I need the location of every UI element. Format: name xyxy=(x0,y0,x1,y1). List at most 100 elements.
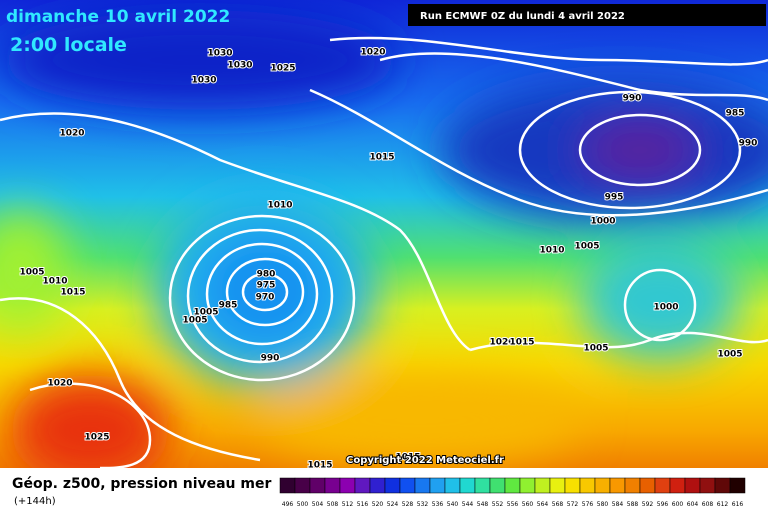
scale-label: 556 xyxy=(507,501,519,508)
isobar-label: 1000 xyxy=(590,217,615,227)
isobar-label: 1005 xyxy=(574,242,599,252)
scale-label: 496 xyxy=(282,501,294,508)
scale-swatch xyxy=(414,477,431,494)
scale-label: 588 xyxy=(627,501,639,508)
scale-label: 504 xyxy=(312,501,324,508)
isobar-label: 1010 xyxy=(267,201,292,211)
scale-swatch xyxy=(669,477,686,494)
isobar-label: 990 xyxy=(261,354,280,364)
time-label: 2:00 locale xyxy=(10,34,127,56)
isobar-labels: 1030103010301025102010201015101099098599… xyxy=(18,47,758,472)
scale-swatch xyxy=(459,477,476,494)
scale-swatch xyxy=(579,477,596,494)
scale-swatch xyxy=(489,477,506,494)
scale-swatch xyxy=(444,477,461,494)
isobar-label: 975 xyxy=(257,281,276,291)
isobars xyxy=(0,36,768,468)
scale-swatch xyxy=(624,477,641,494)
scale-swatch xyxy=(429,477,446,494)
scale-label: 568 xyxy=(552,501,564,508)
scale-label: 520 xyxy=(372,501,384,508)
isobar-label: 985 xyxy=(726,109,745,119)
scale-label: 516 xyxy=(357,501,369,508)
scale-label: 524 xyxy=(387,501,399,508)
isobar-label: 1000 xyxy=(653,303,678,313)
scale-label: 544 xyxy=(462,501,474,508)
scale-swatch xyxy=(699,477,716,494)
isobar-label: 1005 xyxy=(717,350,742,360)
scale-label: 616 xyxy=(732,501,744,508)
scale-swatch xyxy=(534,477,551,494)
isobar-label: 985 xyxy=(219,301,238,311)
scale-swatch xyxy=(324,477,341,494)
scale-label: 508 xyxy=(327,501,339,508)
scale-label: 576 xyxy=(582,501,594,508)
scale-label: 528 xyxy=(402,501,414,508)
scale-label: 596 xyxy=(657,501,669,508)
scale-swatch xyxy=(309,477,326,494)
scale-label: 500 xyxy=(297,501,309,508)
isobar-label: 1020 xyxy=(489,338,514,348)
scale-swatch xyxy=(504,477,521,494)
scale-swatch xyxy=(399,477,416,494)
scale-label: 580 xyxy=(597,501,609,508)
scale-swatch xyxy=(474,477,491,494)
scale-label: 540 xyxy=(447,501,459,508)
scale-swatch xyxy=(564,477,581,494)
isobar-label: 1020 xyxy=(47,379,72,389)
isobar-label: 1005 xyxy=(193,308,218,318)
isobar-label: 1015 xyxy=(60,288,85,298)
legend-title: Géop. z500, pression niveau mer xyxy=(12,476,271,492)
isobar-label: 1025 xyxy=(270,64,295,74)
isobar-label: 1005 xyxy=(19,268,44,278)
color-scale: 496 500 504 508 512 516 520 524 528 532 536 540 544 5… xyxy=(279,477,746,508)
scale-label: 592 xyxy=(642,501,654,508)
date-label: dimanche 10 avril 2022 xyxy=(6,7,230,27)
scale-swatch xyxy=(639,477,656,494)
scale-swatch xyxy=(279,477,296,494)
run-box xyxy=(408,4,766,26)
isobar-label: 980 xyxy=(257,270,276,280)
isobar-label: 1005 xyxy=(182,316,207,326)
scale-swatch xyxy=(384,477,401,494)
isobar-label: 1015 xyxy=(307,461,332,471)
scale-swatch xyxy=(294,477,311,494)
scale-swatch xyxy=(339,477,356,494)
isobar-label: 970 xyxy=(256,293,275,303)
scale-label: 512 xyxy=(342,501,354,508)
scale-label: 584 xyxy=(612,501,624,508)
isobar-label: 990 xyxy=(739,139,758,149)
isobar-label: 1030 xyxy=(191,76,216,86)
scale-swatch xyxy=(369,477,386,494)
isobar-label: 1020 xyxy=(59,129,84,139)
copyright: Copyright 2022 Meteociel.fr xyxy=(346,455,504,466)
scale-swatch xyxy=(714,477,731,494)
scale-label: 548 xyxy=(477,501,489,508)
scale-swatch xyxy=(354,477,371,494)
isobar-label: 1015 xyxy=(395,453,420,463)
scale-swatch xyxy=(519,477,536,494)
run-label: Run ECMWF 0Z du lundi 4 avril 2022 xyxy=(420,11,625,22)
map-field xyxy=(0,0,768,468)
scale-swatch xyxy=(549,477,566,494)
isobar-label: 1025 xyxy=(84,433,109,443)
scale-swatch xyxy=(729,477,746,494)
scale-label: 612 xyxy=(717,501,729,508)
isobar-label: 1015 xyxy=(369,153,394,163)
scale-label: 532 xyxy=(417,501,429,508)
isobar-label: 1030 xyxy=(227,61,252,71)
scale-label: 572 xyxy=(567,501,579,508)
isobar-label: 1010 xyxy=(42,277,67,287)
isobar-label: 995 xyxy=(605,193,624,203)
scale-swatch xyxy=(594,477,611,494)
lead-time: (+144h) xyxy=(14,496,56,507)
scale-label: 564 xyxy=(537,501,549,508)
isobar-label: 1005 xyxy=(583,344,608,354)
scale-swatch xyxy=(684,477,701,494)
scale-label: 552 xyxy=(492,501,504,508)
scale-swatch xyxy=(609,477,626,494)
isobar-label: 1030 xyxy=(207,49,232,59)
scale-label: 600 xyxy=(672,501,684,508)
scale-swatch xyxy=(654,477,671,494)
